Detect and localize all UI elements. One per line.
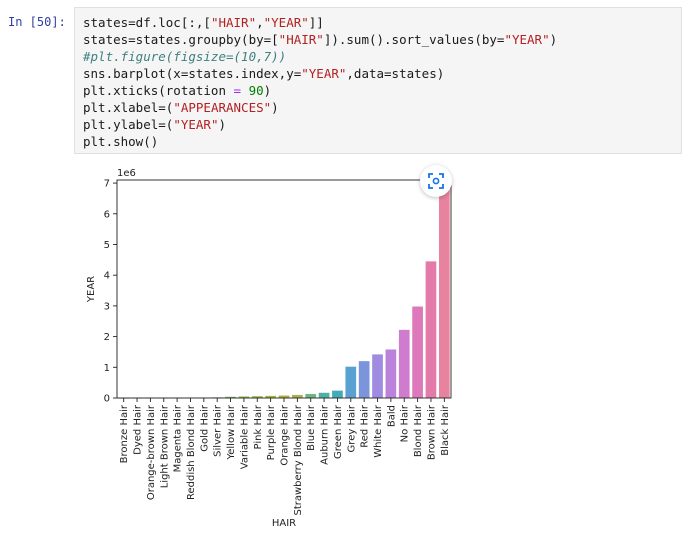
code-token: plt.ylabel=( — [83, 117, 174, 132]
x-axis-label: HAIR — [272, 518, 296, 529]
y-tick-label: 6 — [104, 209, 110, 220]
code-line[interactable]: plt.xticks(rotation = 90) — [83, 82, 681, 99]
bar — [318, 392, 330, 398]
code-line[interactable]: plt.xlabel=("APPEARANCES") — [83, 99, 681, 116]
bar — [251, 396, 263, 398]
code-editor[interactable]: states=df.loc[:,["HAIR","YEAR"]] states=s… — [74, 7, 682, 154]
y-tick-label: 0 — [104, 394, 110, 405]
expand-image-icon — [428, 173, 444, 189]
x-tick-label: Red Hair — [360, 404, 371, 448]
x-tick-label: Strawberry Blond Hair — [293, 404, 304, 515]
x-tick-label: Brown Hair — [426, 404, 437, 460]
code-token: "YEAR" — [263, 15, 309, 30]
x-tick-label: Blond Hair — [413, 404, 424, 457]
y-tick-label: 1 — [104, 363, 110, 374]
code-token: ,data=states) — [346, 66, 445, 81]
y-tick-label: 3 — [104, 301, 110, 312]
code-token: plt.show() — [83, 134, 159, 149]
x-tick-label: Pink Hair — [253, 404, 264, 449]
cell-prompt: In [50]: — [8, 15, 66, 29]
y-tick-label: 5 — [104, 240, 110, 251]
bar-chart: 0 1 2 3 4 5 6 7 1e6 Bronze Hair Dyed Hair Orange-br… — [86, 168, 452, 529]
bar — [305, 394, 317, 398]
x-tick-label: Bronze Hair — [119, 404, 130, 463]
bar — [225, 396, 236, 398]
x-tick-label: Orange-brown Hair — [146, 404, 157, 500]
code-token: "YEAR" — [301, 66, 347, 81]
x-tick-label: Magenta Hair — [173, 404, 184, 472]
bar — [385, 349, 397, 398]
bar — [412, 306, 423, 398]
y-axis-label: YEAR — [86, 276, 97, 303]
code-line[interactable]: states=df.loc[:,["HAIR","YEAR"]] — [83, 14, 681, 31]
code-token: plt.xlabel=( — [83, 100, 174, 115]
x-tick-label: Purple Hair — [266, 404, 277, 460]
bar — [345, 366, 357, 398]
expand-image-button[interactable] — [420, 165, 452, 197]
code-token: ) — [271, 100, 279, 115]
code-token: sns.barplot(x=states.index,y= — [83, 66, 302, 81]
y-offset-label: 1e6 — [117, 168, 136, 179]
code-line[interactable]: plt.show() — [83, 133, 681, 150]
bar — [292, 394, 303, 398]
code-line[interactable]: #plt.figure(figsize=(10,7)) — [83, 48, 681, 65]
code-token: "YEAR" — [504, 32, 550, 47]
x-tick-label: Silver Hair — [213, 404, 224, 457]
x-tick-label: Light Brown Hair — [159, 404, 170, 488]
x-tick-label: Gold Hair — [199, 404, 210, 452]
bar — [372, 354, 383, 398]
code-token: ]] — [308, 15, 324, 30]
code-token: states=states.groupby(by=[ — [83, 32, 279, 47]
x-tick-label: Auburn Hair — [320, 404, 331, 465]
code-token: "HAIR" — [210, 15, 257, 30]
code-token — [241, 83, 249, 98]
x-tick-label: Variable Hair — [239, 404, 250, 469]
bar — [332, 390, 343, 398]
y-tick-label: 7 — [104, 179, 110, 190]
code-token: "YEAR" — [173, 117, 219, 132]
x-tick-label: Dyed Hair — [133, 404, 144, 455]
code-token: = — [233, 83, 242, 98]
x-tick-label: Orange Hair — [280, 404, 291, 466]
code-token: , — [256, 15, 264, 30]
code-line[interactable]: sns.barplot(x=states.index,y="YEAR",data… — [83, 65, 681, 82]
code-token: 90 — [248, 83, 264, 98]
x-tick-label: Bald — [386, 405, 397, 427]
bar — [278, 395, 290, 398]
x-tick-label: Yellow Hair — [226, 404, 237, 460]
y-tick-label: 4 — [104, 271, 110, 282]
bar — [398, 329, 410, 398]
bar — [425, 261, 437, 398]
bar — [238, 396, 250, 398]
code-line[interactable]: plt.ylabel=("YEAR") — [83, 116, 681, 133]
x-tick-label: Green Hair — [333, 404, 344, 459]
x-tick-label: Blue Hair — [306, 404, 317, 451]
code-token: states=df.loc[:,[ — [83, 15, 211, 30]
code-token: #plt.figure(figsize=(10,7)) — [83, 49, 287, 64]
x-tick-label: Black Hair — [440, 404, 451, 456]
bar — [265, 395, 276, 398]
code-token: ) — [263, 83, 272, 98]
x-tick-label: Grey Hair — [346, 404, 357, 452]
bar — [358, 361, 370, 398]
code-token: ) — [549, 32, 558, 47]
x-tick-label: White Hair — [373, 404, 384, 458]
code-token: "HAIR" — [278, 32, 324, 47]
cell-output: 0 1 2 3 4 5 6 7 1e6 Bronze Hair Dyed Hair Orange-br… — [80, 162, 460, 540]
bar — [438, 181, 450, 398]
code-token: plt.xticks(rotation — [83, 83, 234, 98]
code-token: ]).sum().sort_values(by= — [323, 32, 505, 47]
x-tick-label: No Hair — [400, 404, 411, 442]
y-tick-label: 2 — [104, 332, 110, 343]
x-tick-label: Reddish Blond Hair — [186, 404, 197, 500]
code-token: ) — [218, 117, 226, 132]
code-line[interactable]: states=states.groupby(by=["HAIR"]).sum()… — [83, 31, 681, 48]
code-token: "APPEARANCES" — [173, 100, 272, 115]
